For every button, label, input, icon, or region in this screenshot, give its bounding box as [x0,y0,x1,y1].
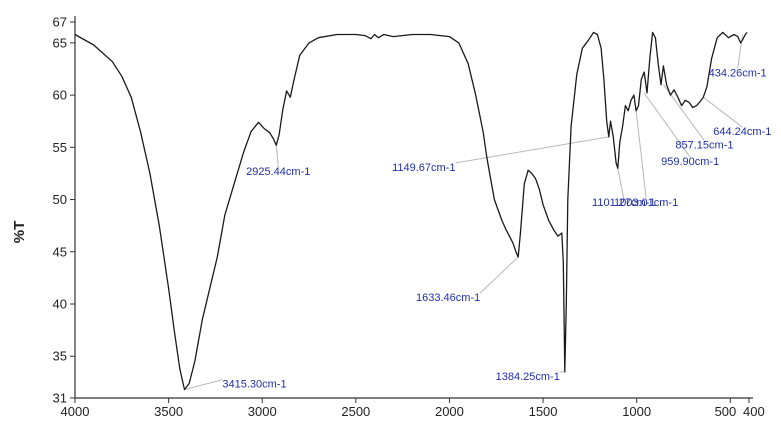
x-tick-label: 400 [743,404,765,419]
x-tick-label: 1000 [622,404,651,419]
peak-leader-line [703,96,743,128]
y-tick-label: 35 [53,349,67,364]
y-axis-ticks: 31 35 40 45 50 55 60 65 67 [53,15,75,406]
spectrum-line [74,31,748,391]
peak-leader-line [455,136,609,164]
x-tick-label: 2500 [341,404,370,419]
spectrum-series [74,31,748,391]
peak-annotation-label: 1101.27cm-1 [592,197,655,209]
y-tick-label: 55 [53,140,67,155]
peak-annotations: 3415.30cm-1 2925.44cm-1 1633.46cm-1 1384.25… [222,68,771,391]
peak-leader-line [617,168,625,199]
peak-annotation-label: 3415.30cm-1 [222,379,286,391]
peak-leader-lines [184,34,744,391]
peak-leader-line [635,110,647,198]
peak-annotation-label: 1633.46cm-1 [416,292,480,304]
peak-annotation-label: 644.24cm-1 [713,126,771,138]
x-tick-label: 1500 [529,404,558,419]
peak-annotation-label: 2925.44cm-1 [246,166,310,178]
x-tick-label: 2000 [435,404,464,419]
peak-leader-line [737,34,744,69]
x-tick-label: 4000 [61,404,90,419]
y-tick-label: 60 [53,88,67,103]
peak-annotation-label: 434.26cm-1 [709,68,767,80]
y-axis-label: %T [11,221,28,244]
x-tick-label: 500 [715,404,737,419]
y-tick-label: 40 [53,297,67,312]
peak-annotation-label: 857.15cm-1 [675,140,733,152]
x-tick-label: 3500 [154,404,183,419]
x-axis-ticks: 4000 3500 3000 2500 2000 1500 1000 500 400 [61,398,765,419]
peak-leader-line [184,379,223,391]
y-tick-label: 50 [53,192,67,207]
peak-annotation-label: 959.90cm-1 [661,156,719,168]
y-tick-label: 65 [53,35,67,50]
y-tick-label: 45 [53,244,67,259]
peak-leader-line [643,92,691,158]
y-tick-label: 67 [53,15,67,30]
peak-leader-line [275,145,279,168]
chart-axes [74,16,753,399]
peak-leader-line [479,256,519,294]
x-tick-label: 3000 [248,404,277,419]
y-tick-label: 31 [53,391,67,406]
peak-annotation-label: 1003.01cm-1 [614,197,678,209]
peak-annotation-label: 1384.25cm-1 [496,371,560,383]
peak-annotation-label: 1149.67cm-1 [392,162,455,174]
